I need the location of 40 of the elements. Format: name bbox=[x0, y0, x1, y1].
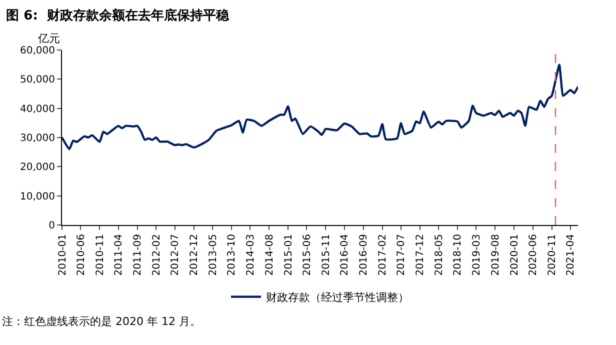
x-tick-label: 2015-11 bbox=[320, 234, 332, 276]
x-tick-label: 2018-10 bbox=[452, 234, 464, 276]
x-tick-label: 2017-02 bbox=[378, 234, 389, 276]
y-tick-label: 30,000 bbox=[20, 133, 55, 144]
line-series bbox=[62, 64, 578, 150]
legend-label: 财政存款（经过季节性调整） bbox=[266, 291, 409, 304]
x-tick-label: 2020-11 bbox=[547, 234, 558, 276]
x-tick-label: 2017-12 bbox=[415, 234, 426, 276]
x-tick-label: 2011-09 bbox=[132, 234, 144, 276]
y-axis-title: 亿元 bbox=[37, 32, 60, 45]
x-tick-label: 2014-03 bbox=[245, 234, 256, 276]
x-tick-label: 2011-04 bbox=[114, 234, 125, 276]
x-tick-label: 2020-06 bbox=[528, 234, 540, 276]
text: 注：红色虚线表示的是 2020 年 12 月。 bbox=[2, 315, 201, 328]
x-tick-label: 2018-05 bbox=[434, 234, 445, 276]
y-tick-label: 10,000 bbox=[20, 191, 55, 202]
y-tick-label: 0 bbox=[48, 220, 55, 232]
x-tick-label: 2020-01 bbox=[509, 234, 520, 276]
y-tick-label: 50,000 bbox=[20, 74, 55, 86]
y-tick-label: 20,000 bbox=[20, 162, 55, 174]
x-tick-label: 2012-12 bbox=[189, 234, 200, 276]
x-tick-label: 2019-08 bbox=[490, 234, 502, 276]
x-tick-label: 2010-06 bbox=[76, 234, 87, 276]
x-tick-label: 2016-04 bbox=[340, 234, 351, 276]
x-tick-label: 2015-06 bbox=[302, 234, 313, 276]
x-tick-label: 2010-01 bbox=[57, 234, 68, 276]
x-tick-label: 2012-07 bbox=[170, 234, 182, 276]
x-tick-label: 2013-10 bbox=[226, 234, 238, 276]
y-tick-label: 60,000 bbox=[20, 46, 55, 56]
x-tick-label: 2021-04 bbox=[566, 234, 577, 276]
chart-title: 图 6: 财政存款余额在去年底保持平稳 bbox=[6, 7, 230, 24]
x-tick-label: 2017-07 bbox=[396, 234, 408, 276]
x-tick-label: 2013-05 bbox=[208, 234, 219, 276]
x-tick-label: 2012-02 bbox=[151, 234, 162, 276]
y-tick-label: 40,000 bbox=[20, 104, 55, 115]
x-tick-label: 2019-03 bbox=[471, 234, 482, 276]
x-tick-label: 2016-09 bbox=[358, 234, 370, 276]
x-tick-label: 2014-08 bbox=[264, 234, 276, 276]
x-tick-label: 2015-01 bbox=[283, 234, 294, 276]
x-tick-label: 2010-11 bbox=[94, 234, 106, 276]
